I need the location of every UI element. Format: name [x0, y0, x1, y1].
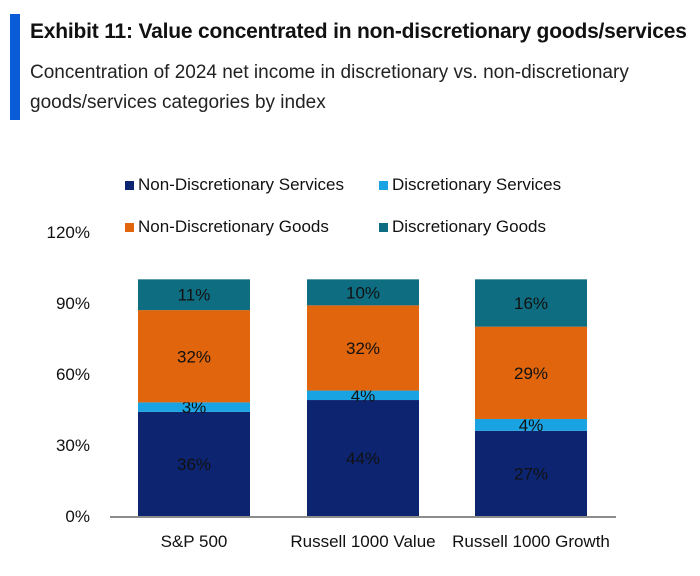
bar-segment: [138, 279, 250, 311]
category-label: S&P 500: [161, 532, 228, 551]
legend-label: Non-Discretionary Goods: [138, 217, 329, 236]
legend-label: Discretionary Services: [392, 175, 561, 194]
legend-label: Non-Discretionary Services: [138, 175, 344, 194]
y-tick-label: 0%: [65, 507, 90, 526]
legend-swatch: [379, 223, 388, 232]
data-label: 32%: [177, 347, 211, 366]
y-tick-label: 30%: [56, 436, 90, 455]
bar-segment: [138, 310, 250, 403]
bar-segment: [307, 305, 419, 391]
legend-swatch: [379, 181, 388, 190]
bar-segment: [307, 279, 419, 306]
bar-segment: [475, 279, 587, 327]
category-label: Russell 1000 Growth: [452, 532, 610, 551]
bar-segment: [138, 402, 250, 412]
data-label: 4%: [351, 386, 376, 405]
bar-segment: [307, 390, 419, 401]
bar-segment: [138, 411, 250, 516]
data-label: 32%: [346, 339, 380, 358]
chart-title: Exhibit 11: Value concentrated in non-di…: [30, 20, 687, 43]
bar-segment: [475, 326, 587, 419]
category-label: Russell 1000 Value: [290, 532, 435, 551]
y-tick-label: 120%: [47, 223, 90, 242]
data-label: 29%: [514, 364, 548, 383]
legend-swatch: [125, 181, 134, 190]
data-label: 11%: [178, 286, 211, 305]
data-label: 16%: [514, 294, 548, 313]
data-label: 4%: [519, 416, 544, 435]
bar-segment: [307, 400, 419, 516]
data-label: 44%: [346, 449, 380, 468]
legend-swatch: [125, 223, 134, 232]
bar-segment: [475, 430, 587, 516]
accent-bar: [10, 14, 20, 120]
legend-label: Discretionary Goods: [392, 217, 546, 236]
bar-segment: [475, 418, 587, 431]
y-tick-label: 90%: [56, 294, 90, 313]
y-tick-label: 60%: [56, 365, 90, 384]
chart-subtitle: Concentration of 2024 net income in disc…: [30, 62, 629, 113]
data-label: 10%: [346, 283, 380, 302]
data-label: 36%: [177, 455, 211, 474]
data-label: 27%: [514, 464, 548, 483]
data-label: 3%: [182, 398, 207, 417]
